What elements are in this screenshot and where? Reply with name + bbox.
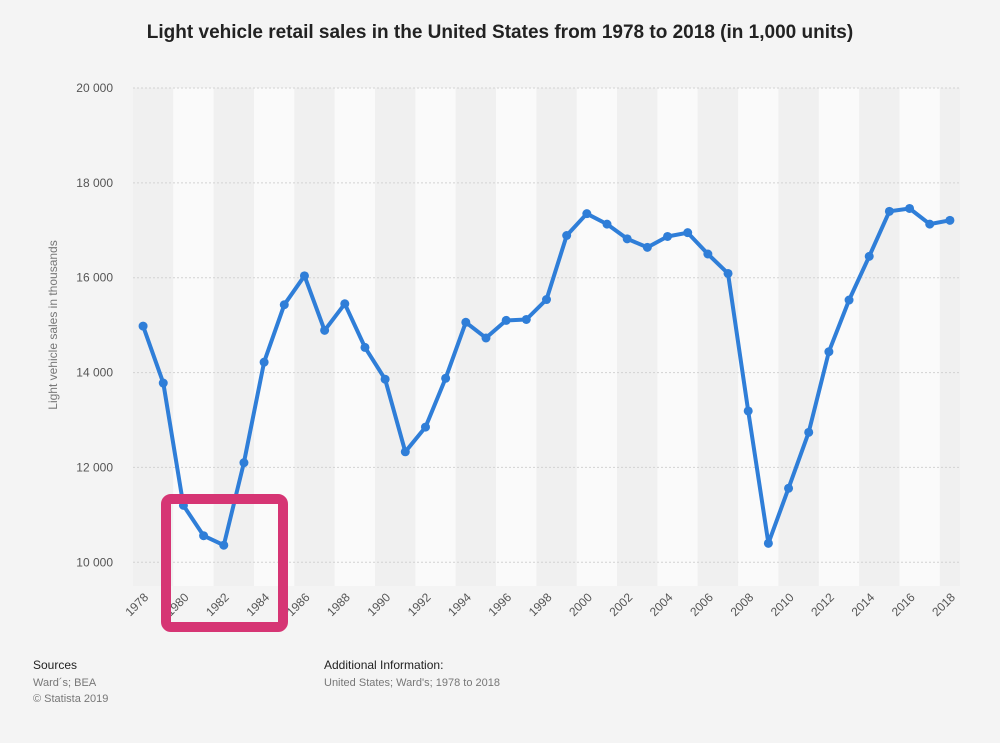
- x-tick-label: 2004: [647, 590, 676, 619]
- data-point: [824, 347, 834, 357]
- data-point: [905, 203, 915, 213]
- column-band: [375, 88, 416, 586]
- copyright-line: © Statista 2019: [33, 693, 109, 705]
- column-band: [738, 88, 779, 586]
- data-point: [864, 251, 874, 261]
- data-point: [925, 219, 935, 229]
- x-tick-label: 1998: [526, 590, 555, 619]
- data-point: [279, 300, 289, 310]
- x-tick-label: 1992: [405, 590, 434, 619]
- x-tick-label: 2014: [849, 590, 878, 619]
- data-point: [199, 531, 209, 541]
- x-tick-label: 2016: [889, 590, 918, 619]
- column-band: [617, 88, 658, 586]
- column-band: [818, 88, 860, 586]
- column-band: [415, 88, 456, 586]
- y-tick-label: 18 000: [76, 176, 113, 190]
- data-point: [340, 299, 350, 309]
- x-tick-label: 2002: [607, 590, 636, 619]
- y-axis: 10 000 12 000 14 000 16 000 18 000 20 000: [76, 81, 113, 569]
- data-point: [239, 458, 249, 468]
- x-tick-label: 1984: [243, 590, 272, 619]
- sources-line: Ward´s; BEA: [33, 677, 97, 689]
- column-band: [576, 88, 618, 586]
- x-tick-label: 2012: [808, 590, 837, 619]
- data-point: [784, 483, 794, 493]
- x-tick-label: 1996: [485, 590, 514, 619]
- column-band: [536, 88, 577, 586]
- data-point: [703, 249, 713, 259]
- x-tick-label: 2018: [929, 590, 958, 619]
- data-point: [360, 342, 370, 352]
- data-point: [642, 242, 652, 252]
- y-tick-label: 16 000: [76, 271, 113, 285]
- data-point: [945, 215, 955, 225]
- data-point: [562, 231, 572, 241]
- data-point: [158, 378, 168, 388]
- x-tick-label: 1978: [122, 590, 151, 619]
- highlight-box: [161, 494, 288, 632]
- y-tick-label: 14 000: [76, 366, 113, 380]
- x-tick-label: 1990: [364, 590, 393, 619]
- data-point: [481, 333, 491, 343]
- additional-info-heading: Additional Information:: [324, 658, 444, 672]
- data-point: [804, 427, 814, 437]
- data-point: [441, 373, 451, 383]
- data-point: [400, 447, 410, 457]
- data-point: [219, 540, 229, 550]
- x-tick-label: 1982: [203, 590, 232, 619]
- x-axis: 1978 1980 1982 1984 1986 1988 1990 1992 1994 1996…: [122, 590, 958, 619]
- data-point: [138, 321, 148, 331]
- sources-heading: Sources: [33, 658, 78, 672]
- data-point: [320, 325, 330, 335]
- column-band: [697, 88, 739, 586]
- column-band: [899, 88, 940, 586]
- x-tick-label: 1988: [324, 590, 353, 619]
- data-point: [743, 406, 753, 416]
- x-tick-label: 2006: [687, 590, 716, 619]
- data-point: [582, 209, 592, 219]
- column-band: [859, 88, 900, 586]
- data-point: [683, 228, 693, 238]
- x-tick-label: 2008: [728, 590, 757, 619]
- data-points: [138, 203, 955, 550]
- data-point: [521, 314, 531, 324]
- data-point: [299, 271, 309, 281]
- column-band: [334, 88, 376, 586]
- x-tick-label: 2010: [768, 590, 797, 619]
- y-tick-label: 10 000: [76, 555, 113, 569]
- column-band: [294, 88, 335, 586]
- data-point: [461, 317, 471, 327]
- data-point: [420, 422, 430, 432]
- column-band: [778, 88, 819, 586]
- column-band: [173, 88, 214, 586]
- data-point: [663, 231, 673, 241]
- data-point: [380, 374, 390, 384]
- additional-info-block: Additional Information: United States; W…: [324, 658, 500, 691]
- data-point: [602, 219, 612, 229]
- column-band: [939, 88, 960, 586]
- x-tick-label: 1994: [445, 590, 474, 619]
- y-tick-label: 20 000: [76, 81, 113, 95]
- y-axis-label: Light vehicle sales in thousands: [46, 240, 60, 409]
- y-tick-label: 12 000: [76, 460, 113, 474]
- data-point: [844, 295, 854, 305]
- data-point: [763, 538, 773, 548]
- chart-title: Light vehicle retail sales in the United…: [146, 22, 854, 43]
- column-band: [657, 88, 698, 586]
- data-point: [542, 295, 551, 305]
- data-point: [501, 315, 511, 325]
- additional-info-line: United States; Ward's; 1978 to 2018: [324, 677, 500, 689]
- x-tick-label: 2000: [566, 590, 595, 619]
- data-point: [259, 357, 269, 367]
- sources-block: Sources Ward´s; BEA © Statista 2019: [33, 658, 108, 707]
- x-tick-label: 1986: [284, 590, 313, 619]
- data-point: [723, 268, 733, 278]
- data-point: [622, 234, 632, 244]
- data-point: [884, 206, 894, 216]
- column-band: [496, 88, 537, 586]
